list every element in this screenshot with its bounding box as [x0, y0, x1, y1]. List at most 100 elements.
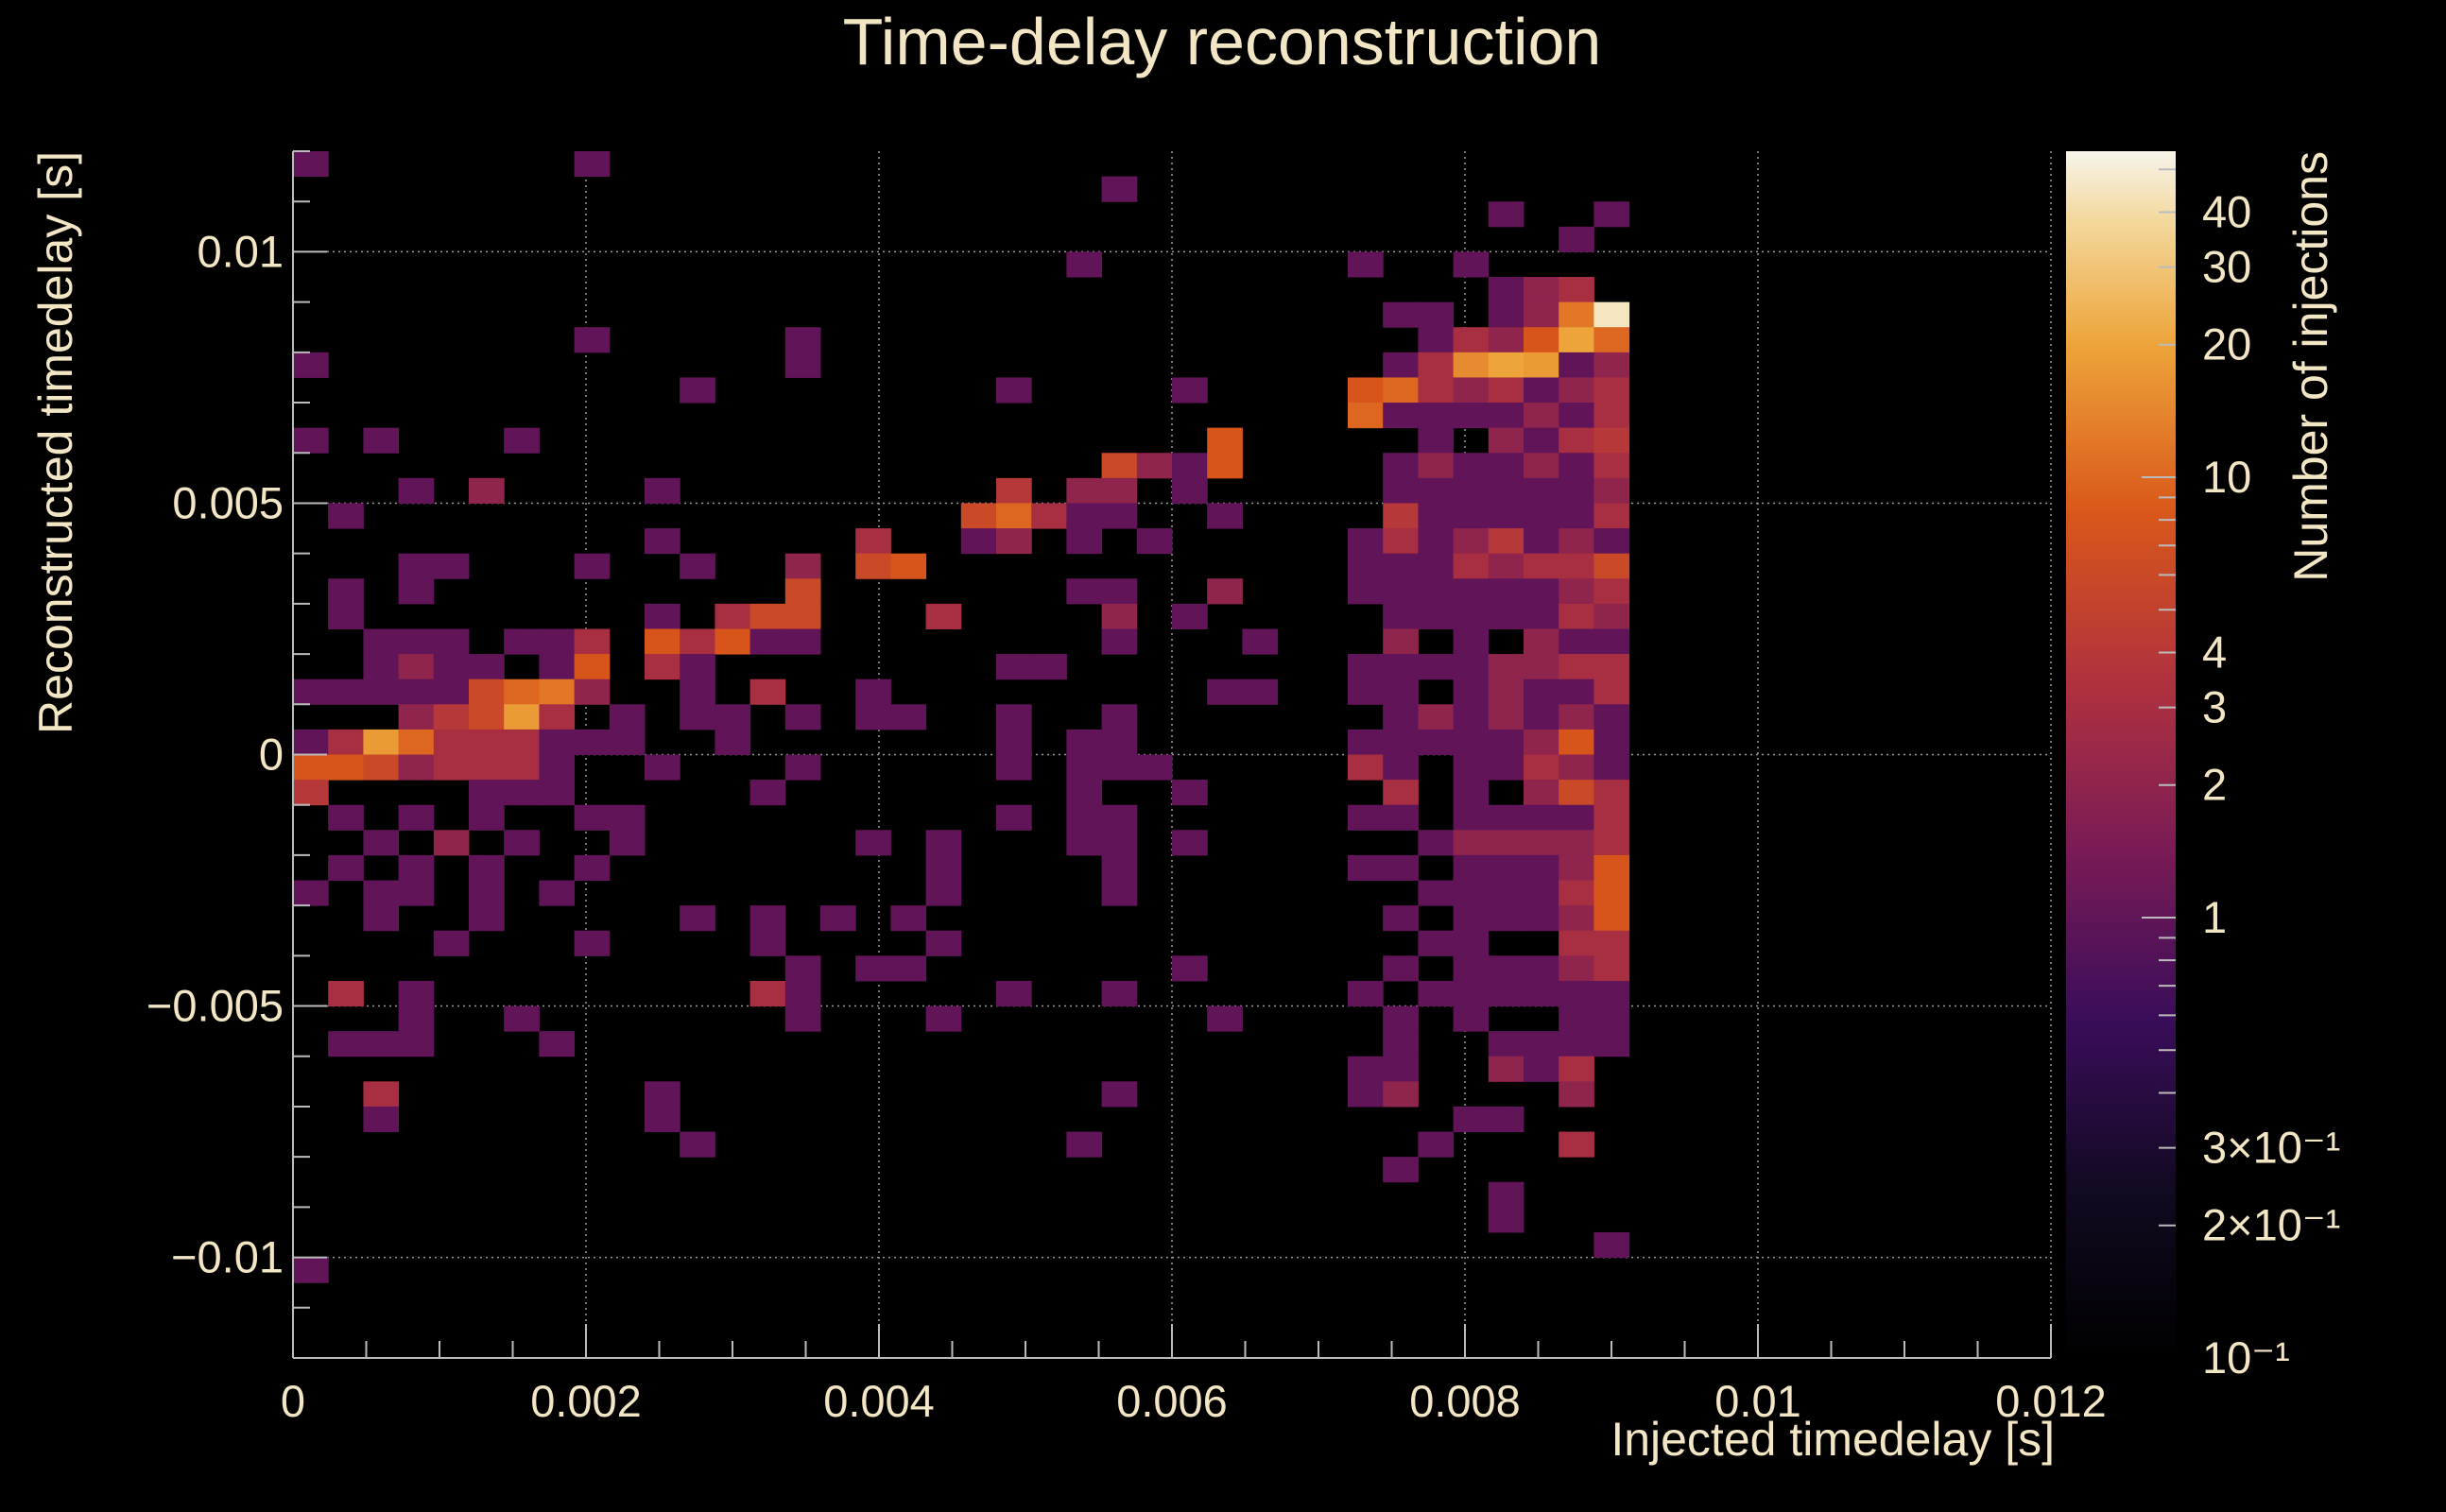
heatmap-cell	[1172, 477, 1208, 504]
heatmap-cell	[293, 427, 329, 454]
heatmap-cell	[1418, 1131, 1455, 1158]
heatmap-cell	[398, 1005, 435, 1032]
heatmap-cell	[1593, 654, 1630, 680]
heatmap-cell	[1559, 1031, 1594, 1057]
heatmap-cell	[504, 427, 540, 454]
heatmap-cell	[1593, 301, 1630, 328]
heatmap-bins	[293, 151, 1630, 1283]
heatmap-cell	[1559, 654, 1594, 680]
heatmap-cell	[1066, 1131, 1103, 1158]
heatmap-cell	[1524, 780, 1559, 806]
colorbar-tick-label: 3	[2202, 682, 2227, 732]
colorbar-tick-label: 30	[2202, 242, 2251, 292]
heatmap-cell	[1488, 654, 1524, 680]
heatmap-cell	[1593, 854, 1630, 882]
heatmap-cell	[784, 955, 821, 982]
heatmap-cell	[398, 804, 435, 831]
heatmap-cell	[890, 553, 927, 579]
x-tick-label: 0.004	[823, 1376, 935, 1426]
heatmap-cell	[363, 1081, 400, 1108]
heatmap-cell	[1101, 854, 1138, 882]
heatmap-cell	[293, 754, 329, 781]
heatmap-cell	[1418, 830, 1455, 856]
heatmap-cell	[1593, 553, 1630, 579]
heatmap-cell	[1383, 301, 1419, 328]
heatmap-cell	[996, 528, 1032, 555]
heatmap-cell	[925, 830, 962, 856]
heatmap-cell	[1207, 578, 1243, 605]
heatmap-cell	[398, 654, 435, 680]
heatmap-cell	[1207, 453, 1243, 479]
heatmap-cell	[1383, 1157, 1419, 1183]
heatmap-cell	[1418, 553, 1455, 579]
heatmap-cell	[1593, 704, 1630, 730]
heatmap-cell	[433, 830, 470, 856]
heatmap-cell	[1383, 704, 1419, 730]
heatmap-cell	[1559, 427, 1594, 454]
heatmap-cell	[1383, 654, 1419, 680]
heatmap-cell	[1453, 403, 1490, 429]
heatmap-cell	[1172, 780, 1208, 806]
heatmap-cell	[469, 679, 505, 705]
heatmap-cell	[1559, 277, 1594, 303]
heatmap-cell	[1559, 955, 1594, 982]
heatmap-cell	[433, 729, 470, 755]
heatmap-cell	[574, 930, 611, 956]
heatmap-cell	[1488, 1181, 1524, 1208]
heatmap-cell	[1453, 1106, 1490, 1133]
heatmap-cell	[1524, 352, 1559, 378]
heatmap-cell	[504, 1005, 540, 1032]
heatmap-cell	[1031, 503, 1067, 529]
heatmap-cell	[1383, 528, 1419, 555]
heatmap-cell	[1383, 1081, 1419, 1108]
x-tick-label: 0.01	[1714, 1376, 1800, 1426]
heatmap-cell	[1559, 1081, 1594, 1108]
heatmap-cell	[1524, 804, 1559, 831]
heatmap-cell	[1207, 1005, 1243, 1032]
heatmap-cell	[1559, 377, 1594, 404]
heatmap-cell	[1101, 503, 1138, 529]
heatmap-cell	[996, 804, 1032, 831]
heatmap-cell	[1453, 628, 1490, 655]
heatmap-cell	[1593, 603, 1630, 629]
heatmap-cell	[609, 804, 646, 831]
heatmap-cell	[1453, 679, 1490, 705]
heatmap-cell	[1593, 628, 1630, 655]
heatmap-cell	[1593, 201, 1630, 228]
heatmap-cell	[328, 679, 364, 705]
heatmap-cell	[1453, 955, 1490, 982]
heatmap-cell	[433, 628, 470, 655]
heatmap-cell	[328, 854, 364, 882]
heatmap-cell	[1488, 277, 1524, 303]
heatmap-cell	[925, 1005, 962, 1032]
heatmap-cell	[1559, 729, 1594, 755]
heatmap-cell	[504, 704, 540, 730]
heatmap-cell	[1593, 578, 1630, 605]
heatmap-cell	[1488, 301, 1524, 328]
heatmap-cell	[1488, 352, 1524, 378]
heatmap-cell	[1418, 528, 1455, 555]
heatmap-cell	[1524, 854, 1559, 882]
heatmap-cell	[1488, 403, 1524, 429]
heatmap-cell	[469, 654, 505, 680]
heatmap-cell	[1593, 352, 1630, 378]
heatmap-cell	[1453, 377, 1490, 404]
heatmap-cell	[1418, 453, 1455, 479]
heatmap-cell	[1524, 980, 1559, 1007]
heatmap-cell	[1101, 176, 1138, 202]
heatmap-cell	[363, 754, 400, 781]
heatmap-cell	[1383, 578, 1419, 605]
heatmap-cell	[1066, 251, 1103, 278]
heatmap-cell	[784, 352, 821, 378]
heatmap-cell	[1524, 553, 1559, 579]
heatmap-cell	[1524, 503, 1559, 529]
heatmap-cell	[1242, 679, 1279, 705]
heatmap-cell	[1524, 327, 1559, 353]
heatmap-cell	[1418, 377, 1455, 404]
heatmap-cell	[363, 628, 400, 655]
heatmap-cell	[1524, 377, 1559, 404]
heatmap-cell	[996, 754, 1032, 781]
heatmap-cell	[539, 780, 576, 806]
heatmap-cell	[1101, 729, 1138, 755]
heatmap-cell	[574, 854, 611, 882]
